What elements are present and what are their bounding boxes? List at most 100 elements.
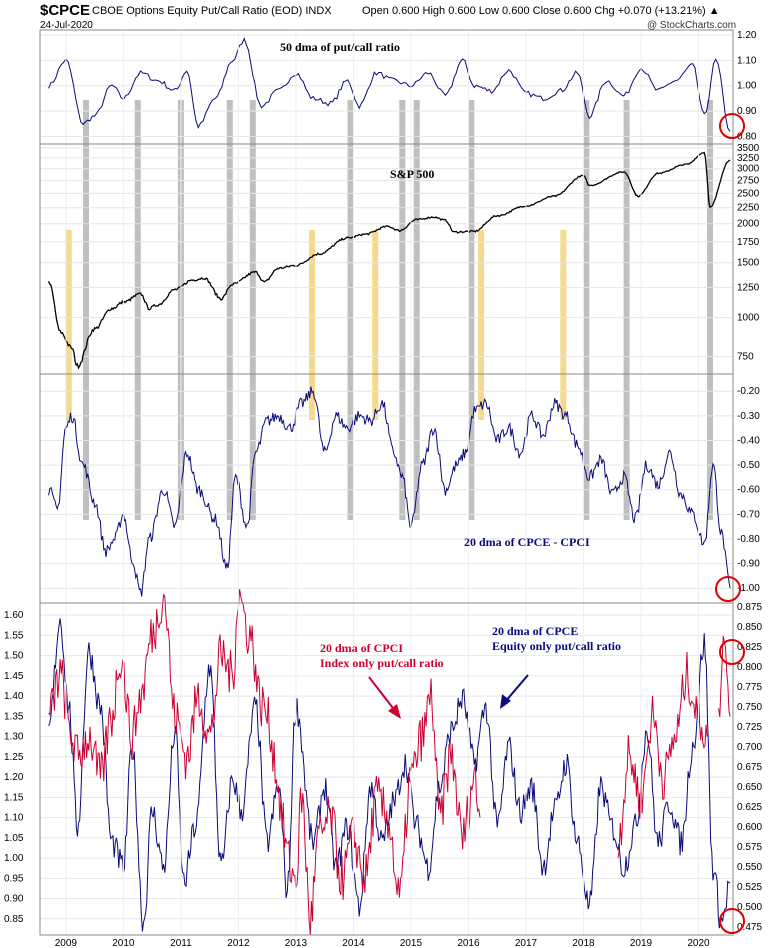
gray-band-10 (623, 100, 630, 520)
yellow-band-4 (560, 230, 567, 420)
p4-ytick-left-1: 1.55 (4, 630, 24, 641)
p2-ytick-6: 2000 (737, 219, 760, 230)
p4-ytick-right-13: 0.550 (737, 862, 762, 873)
p3-ytick-8: -1.00 (737, 583, 760, 594)
label-50dma: 50 dma of put/call ratio (280, 40, 400, 54)
p4-ytick-left-14: 0.90 (4, 894, 24, 905)
circle-cpce-high (719, 639, 745, 665)
p4-ytick-left-15: 0.85 (4, 914, 24, 925)
panel-cpci-cpce: 1.60 1.55 1.50 1.45 1.40 1.35 1.30 1.25 1.20 1.15… (4, 589, 762, 935)
p4-ytick-right-12: 0.575 (737, 842, 762, 853)
p4-ytick-left-3: 1.45 (4, 671, 24, 682)
p2-ytick-0: 3500 (737, 143, 760, 154)
p4-ytick-right-2: 0.825 (737, 642, 762, 653)
gray-band-11 (706, 100, 713, 520)
label-cpci-1: 20 dma of CPCI (320, 641, 403, 655)
p4-ytick-left-10: 1.10 (4, 813, 24, 824)
p4-ytick-left-9: 1.15 (4, 792, 24, 803)
p4-ytick-right-16: 0.475 (737, 922, 762, 933)
p4-ytick-right-0: 0.875 (737, 602, 762, 613)
series-50dma (48, 37, 731, 132)
gray-band-5 (347, 100, 354, 520)
xtick-2010: 2010 (112, 938, 135, 948)
p2-ytick-7: 1750 (737, 237, 760, 248)
ohlc-readout: Open 0.600 High 0.600 Low 0.600 Close 0.… (362, 5, 720, 17)
p4-ytick-right-1: 0.850 (737, 622, 762, 633)
xtick-2012: 2012 (227, 938, 250, 948)
p2-ytick-5: 2250 (737, 203, 760, 214)
p1-ytick-2: 1.00 (737, 81, 757, 92)
gray-band-4 (249, 100, 256, 520)
p4-ytick-left-11: 1.05 (4, 833, 24, 844)
gray-band-7 (413, 100, 420, 520)
p4-ytick-left-12: 1.00 (4, 853, 24, 864)
p4-ytick-right-6: 0.725 (737, 722, 762, 733)
p2-ytick-9: 1250 (737, 282, 760, 293)
p3-ytick-4: -0.60 (737, 485, 760, 496)
label-cpci-2: Index only put/call ratio (320, 656, 444, 670)
circle-diff (715, 576, 741, 602)
label-cpce-2: Equity only put/call ratio (492, 639, 621, 653)
series-cpce (48, 618, 731, 932)
gray-band-8 (468, 100, 475, 520)
p4-ytick-left-13: 0.95 (4, 873, 24, 884)
p4-ytick-left-7: 1.25 (4, 752, 24, 763)
panel-frames (39, 29, 734, 936)
xtick-2019: 2019 (630, 938, 653, 948)
chart-symbol: $CPCE (40, 2, 91, 19)
xtick-2013: 2013 (285, 938, 308, 948)
p4-ytick-right-7: 0.700 (737, 742, 762, 753)
xtick-2020: 2020 (687, 938, 710, 948)
p4-ytick-right-11: 0.600 (737, 822, 762, 833)
circle-cpce-low (719, 908, 745, 934)
p4-ytick-right-10: 0.625 (737, 802, 762, 813)
p2-ytick-4: 2500 (737, 188, 760, 199)
series-cpci (48, 589, 481, 935)
p4-ytick-left-0: 1.60 (4, 610, 24, 621)
yellow-band-3 (478, 230, 485, 420)
circle-50dma (719, 113, 745, 139)
chart-date: 24-Jul-2020 (40, 20, 93, 31)
p3-ytick-2: -0.40 (737, 435, 760, 446)
p4-ytick-right-15: 0.500 (737, 902, 762, 913)
p2-ytick-3: 2750 (737, 176, 760, 187)
chart-description: CBOE Options Equity Put/Call Ratio (EOD)… (92, 5, 332, 17)
gray-band-6 (399, 100, 406, 520)
panel-50dma: 1.20 1.10 1.00 0.90 0.80 (40, 30, 757, 142)
panel-diff: -0.20 -0.30 -0.40 -0.50 -0.60 -0.70 -0.80 -0.90… (40, 386, 760, 597)
p3-ytick-6: -0.80 (737, 534, 760, 545)
p2-ytick-11: 750 (737, 352, 754, 363)
p4-ytick-right-8: 0.675 (737, 762, 762, 773)
p4-ytick-left-2: 1.50 (4, 651, 24, 662)
xtick-2015: 2015 (400, 938, 423, 948)
p4-ytick-left-8: 1.20 (4, 772, 24, 783)
p4-ytick-right-9: 0.650 (737, 782, 762, 793)
navy-arrow (500, 674, 529, 709)
xtick-2018: 2018 (572, 938, 595, 948)
p1-ytick-3: 0.90 (737, 106, 757, 117)
p4-ytick-right-5: 0.750 (737, 702, 762, 713)
gray-band-3 (226, 100, 233, 520)
yellow-band-1 (309, 230, 316, 420)
p3-ytick-7: -0.90 (737, 559, 760, 570)
p4-ytick-left-5: 1.35 (4, 711, 24, 722)
p3-ytick-3: -0.50 (737, 460, 760, 471)
label-diff: 20 dma of CPCE - CPCI (464, 535, 590, 549)
p3-ytick-1: -0.30 (737, 411, 760, 422)
series-cpci-late (617, 651, 708, 858)
p2-ytick-2: 3000 (737, 164, 760, 175)
p4-ytick-left-6: 1.30 (4, 732, 24, 743)
xtick-2014: 2014 (342, 938, 365, 948)
p4-ytick-right-3: 0.800 (737, 662, 762, 673)
p3-ytick-5: -0.70 (737, 509, 760, 520)
gray-band-1 (134, 100, 141, 520)
p2-ytick-8: 1500 (737, 258, 760, 269)
p3-ytick-0: -0.20 (737, 386, 760, 397)
p4-ytick-right-14: 0.525 (737, 882, 762, 893)
x-axis: 2009 2010 2011 2012 2013 2014 2015 2016 2017 2018… (55, 30, 710, 948)
p1-ytick-1: 1.10 (737, 55, 757, 66)
gray-band-0 (83, 100, 90, 520)
series-spx (47, 151, 731, 370)
label-spx: S&P 500 (390, 167, 434, 181)
